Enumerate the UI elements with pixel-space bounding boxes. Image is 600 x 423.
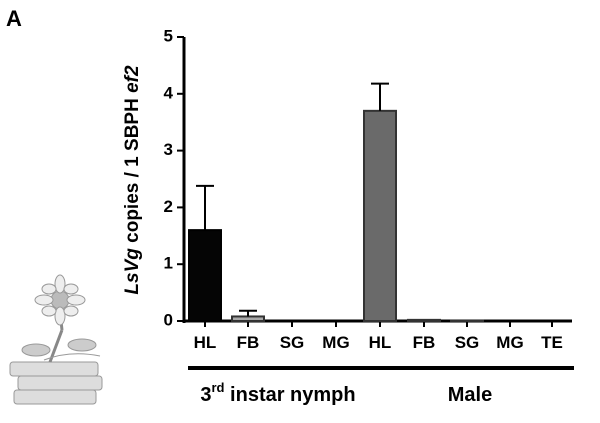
- bar: [231, 315, 265, 322]
- x-tick-label: MG: [496, 333, 523, 352]
- x-tick-label: MG: [322, 333, 349, 352]
- y-label-part: copies / 1 SBPH: [122, 93, 143, 248]
- y-label-part: ef2: [122, 65, 143, 93]
- y-label-part: LsVg: [122, 248, 143, 295]
- y-tick-label: 0: [164, 310, 173, 329]
- y-tick-label: 5: [164, 26, 173, 45]
- bar: [450, 319, 484, 323]
- x-tick-label: SG: [455, 333, 480, 352]
- bar: [407, 318, 441, 323]
- panel-label: A: [6, 6, 22, 31]
- error-bar: [371, 82, 389, 111]
- x-tick-label: HL: [369, 333, 392, 352]
- x-tick-label: SG: [280, 333, 305, 352]
- group-label: Male: [448, 384, 492, 406]
- group-label-part: instar nymph: [224, 384, 355, 406]
- y-tick-label: 1: [164, 254, 173, 273]
- y-tick-label: 4: [164, 83, 174, 102]
- group-label-part: rd: [211, 380, 224, 395]
- x-tick-label: FB: [413, 333, 436, 352]
- group-label: 3rd instar nymph: [200, 380, 355, 406]
- bar: [188, 229, 222, 322]
- x-tick-label: FB: [237, 333, 260, 352]
- x-tick-label: HL: [194, 333, 217, 352]
- logo: [9, 274, 103, 405]
- bar: [363, 109, 397, 322]
- y-tick-label: 2: [164, 197, 173, 216]
- error-bar: [196, 184, 214, 231]
- x-tick-label: TE: [541, 333, 563, 352]
- y-axis-label: LsVg copies / 1 SBPH ef2: [122, 65, 143, 295]
- error-bar: [239, 309, 257, 317]
- group-label-part: 3: [200, 384, 211, 406]
- y-tick-label: 3: [164, 140, 173, 159]
